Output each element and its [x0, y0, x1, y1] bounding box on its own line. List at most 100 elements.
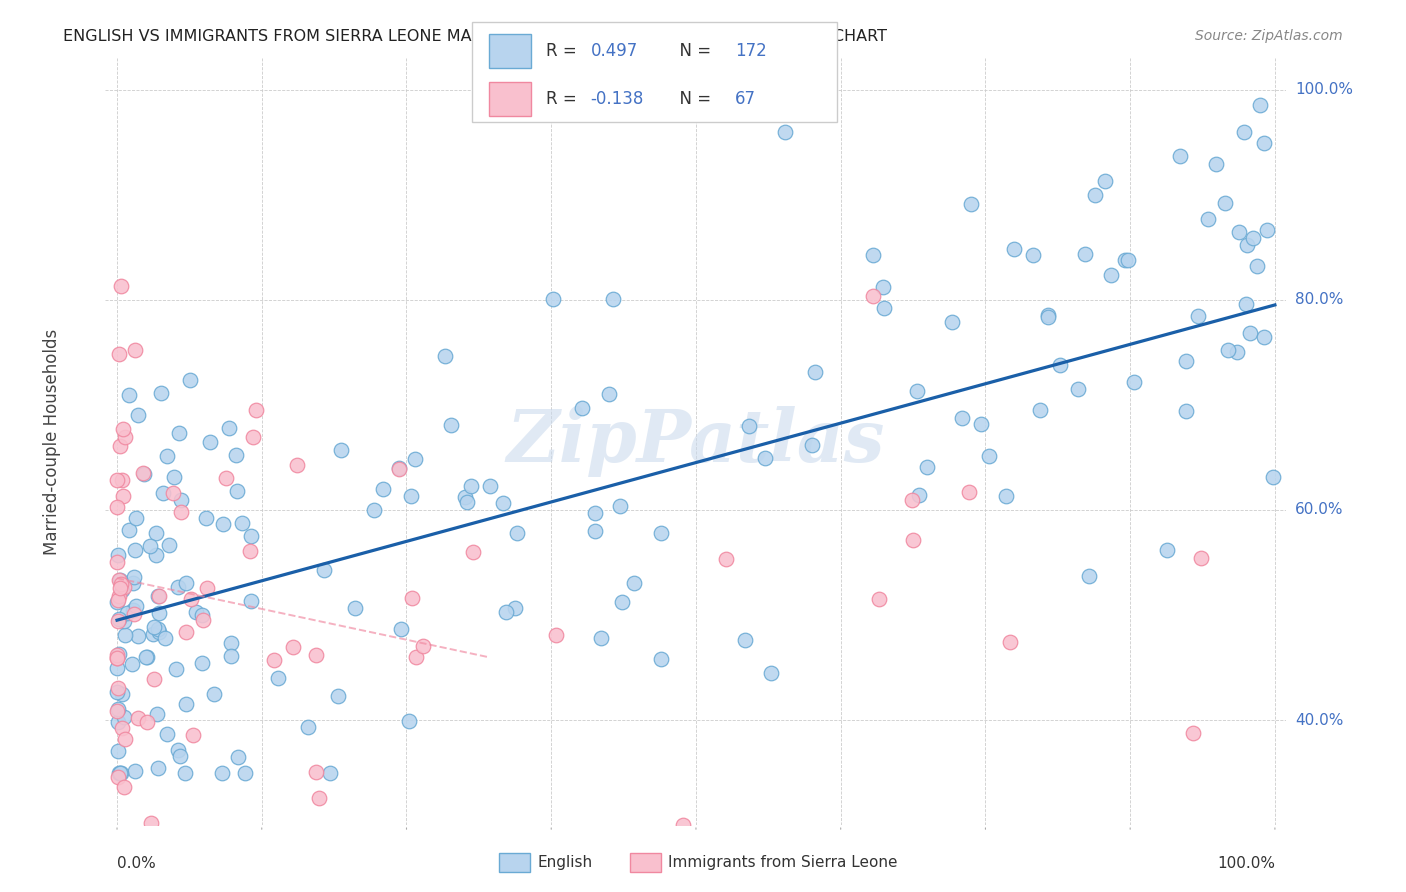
Point: [105, 555, 128, 569]
Point: [915, 459, 938, 474]
Point: [195, 581, 218, 595]
Point: [650, 652, 672, 666]
Point: [105, 473, 128, 487]
Text: 40.0%: 40.0%: [1295, 713, 1343, 728]
Text: R =: R =: [546, 42, 582, 60]
Point: [139, 816, 162, 830]
Point: [110, 573, 132, 587]
Point: [105, 685, 128, 699]
Point: [148, 606, 170, 620]
Point: [111, 473, 134, 487]
Point: [112, 580, 135, 594]
Point: [125, 511, 148, 525]
Point: [623, 575, 645, 590]
Point: [107, 612, 129, 626]
Point: [148, 624, 170, 639]
Point: [174, 697, 197, 711]
Point: [734, 632, 756, 647]
Point: [148, 589, 170, 603]
Text: Immigrants from Sierra Leone: Immigrants from Sierra Leone: [668, 855, 897, 870]
Text: 80.0%: 80.0%: [1295, 293, 1343, 307]
Point: [541, 292, 564, 306]
Point: [127, 711, 149, 725]
Point: [114, 628, 136, 642]
Point: [401, 591, 423, 605]
Point: [612, 594, 634, 608]
Point: [1197, 211, 1219, 226]
Point: [998, 635, 1021, 649]
Text: 0.497: 0.497: [591, 42, 638, 60]
Point: [950, 411, 973, 425]
Text: ZipPatlas: ZipPatlas: [506, 406, 886, 477]
Point: [398, 714, 420, 728]
Point: [107, 681, 129, 696]
Point: [240, 529, 263, 543]
Point: [143, 672, 166, 686]
Point: [1182, 726, 1205, 740]
Point: [957, 484, 980, 499]
Point: [463, 545, 485, 559]
Point: [995, 489, 1018, 503]
Point: [107, 770, 129, 784]
Point: [460, 478, 482, 492]
Point: [219, 636, 242, 650]
Text: -0.138: -0.138: [591, 90, 644, 108]
Point: [1049, 358, 1071, 372]
Point: [495, 605, 517, 619]
Point: [180, 592, 202, 607]
Point: [107, 765, 129, 780]
Point: [114, 430, 136, 444]
Point: [754, 450, 776, 465]
Point: [195, 511, 218, 525]
Point: [456, 495, 478, 509]
Point: [215, 471, 238, 485]
Point: [326, 689, 349, 703]
Point: [583, 524, 606, 538]
Point: [240, 594, 263, 608]
Point: [1261, 470, 1284, 484]
Point: [105, 661, 128, 675]
Point: [546, 628, 568, 642]
Point: [156, 727, 179, 741]
Point: [305, 648, 328, 663]
Point: [108, 574, 131, 588]
Point: [1123, 375, 1146, 389]
Point: [169, 493, 191, 508]
Point: [181, 728, 204, 742]
Point: [242, 430, 264, 444]
Point: [167, 580, 190, 594]
Point: [108, 647, 131, 661]
Point: [1234, 297, 1257, 311]
Point: [174, 575, 197, 590]
Point: [111, 582, 134, 597]
Point: [111, 687, 134, 701]
Text: Source: ZipAtlas.com: Source: ZipAtlas.com: [1195, 29, 1343, 43]
Point: [583, 506, 606, 520]
Point: [179, 374, 201, 388]
Point: [314, 563, 336, 577]
Point: [110, 577, 132, 591]
Text: 172: 172: [735, 42, 768, 60]
Point: [107, 651, 129, 665]
Point: [212, 516, 235, 531]
Point: [1226, 345, 1249, 359]
Point: [672, 818, 695, 832]
Point: [202, 687, 225, 701]
Point: [1084, 188, 1107, 202]
Point: [901, 492, 924, 507]
Point: [1187, 310, 1209, 324]
Text: English: English: [537, 855, 592, 870]
Point: [862, 288, 884, 302]
Point: [1114, 253, 1136, 268]
Point: [145, 548, 167, 562]
Point: [121, 657, 143, 671]
Point: [124, 543, 146, 558]
Point: [114, 732, 136, 747]
Point: [105, 500, 128, 514]
Point: [107, 614, 129, 628]
Text: ENGLISH VS IMMIGRANTS FROM SIERRA LEONE MARRIED-COUPLE HOUSEHOLDS CORRELATION CH: ENGLISH VS IMMIGRANTS FROM SIERRA LEONE …: [63, 29, 887, 44]
Point: [344, 601, 367, 615]
Point: [363, 503, 385, 517]
Text: N =: N =: [669, 42, 717, 60]
Point: [405, 649, 427, 664]
